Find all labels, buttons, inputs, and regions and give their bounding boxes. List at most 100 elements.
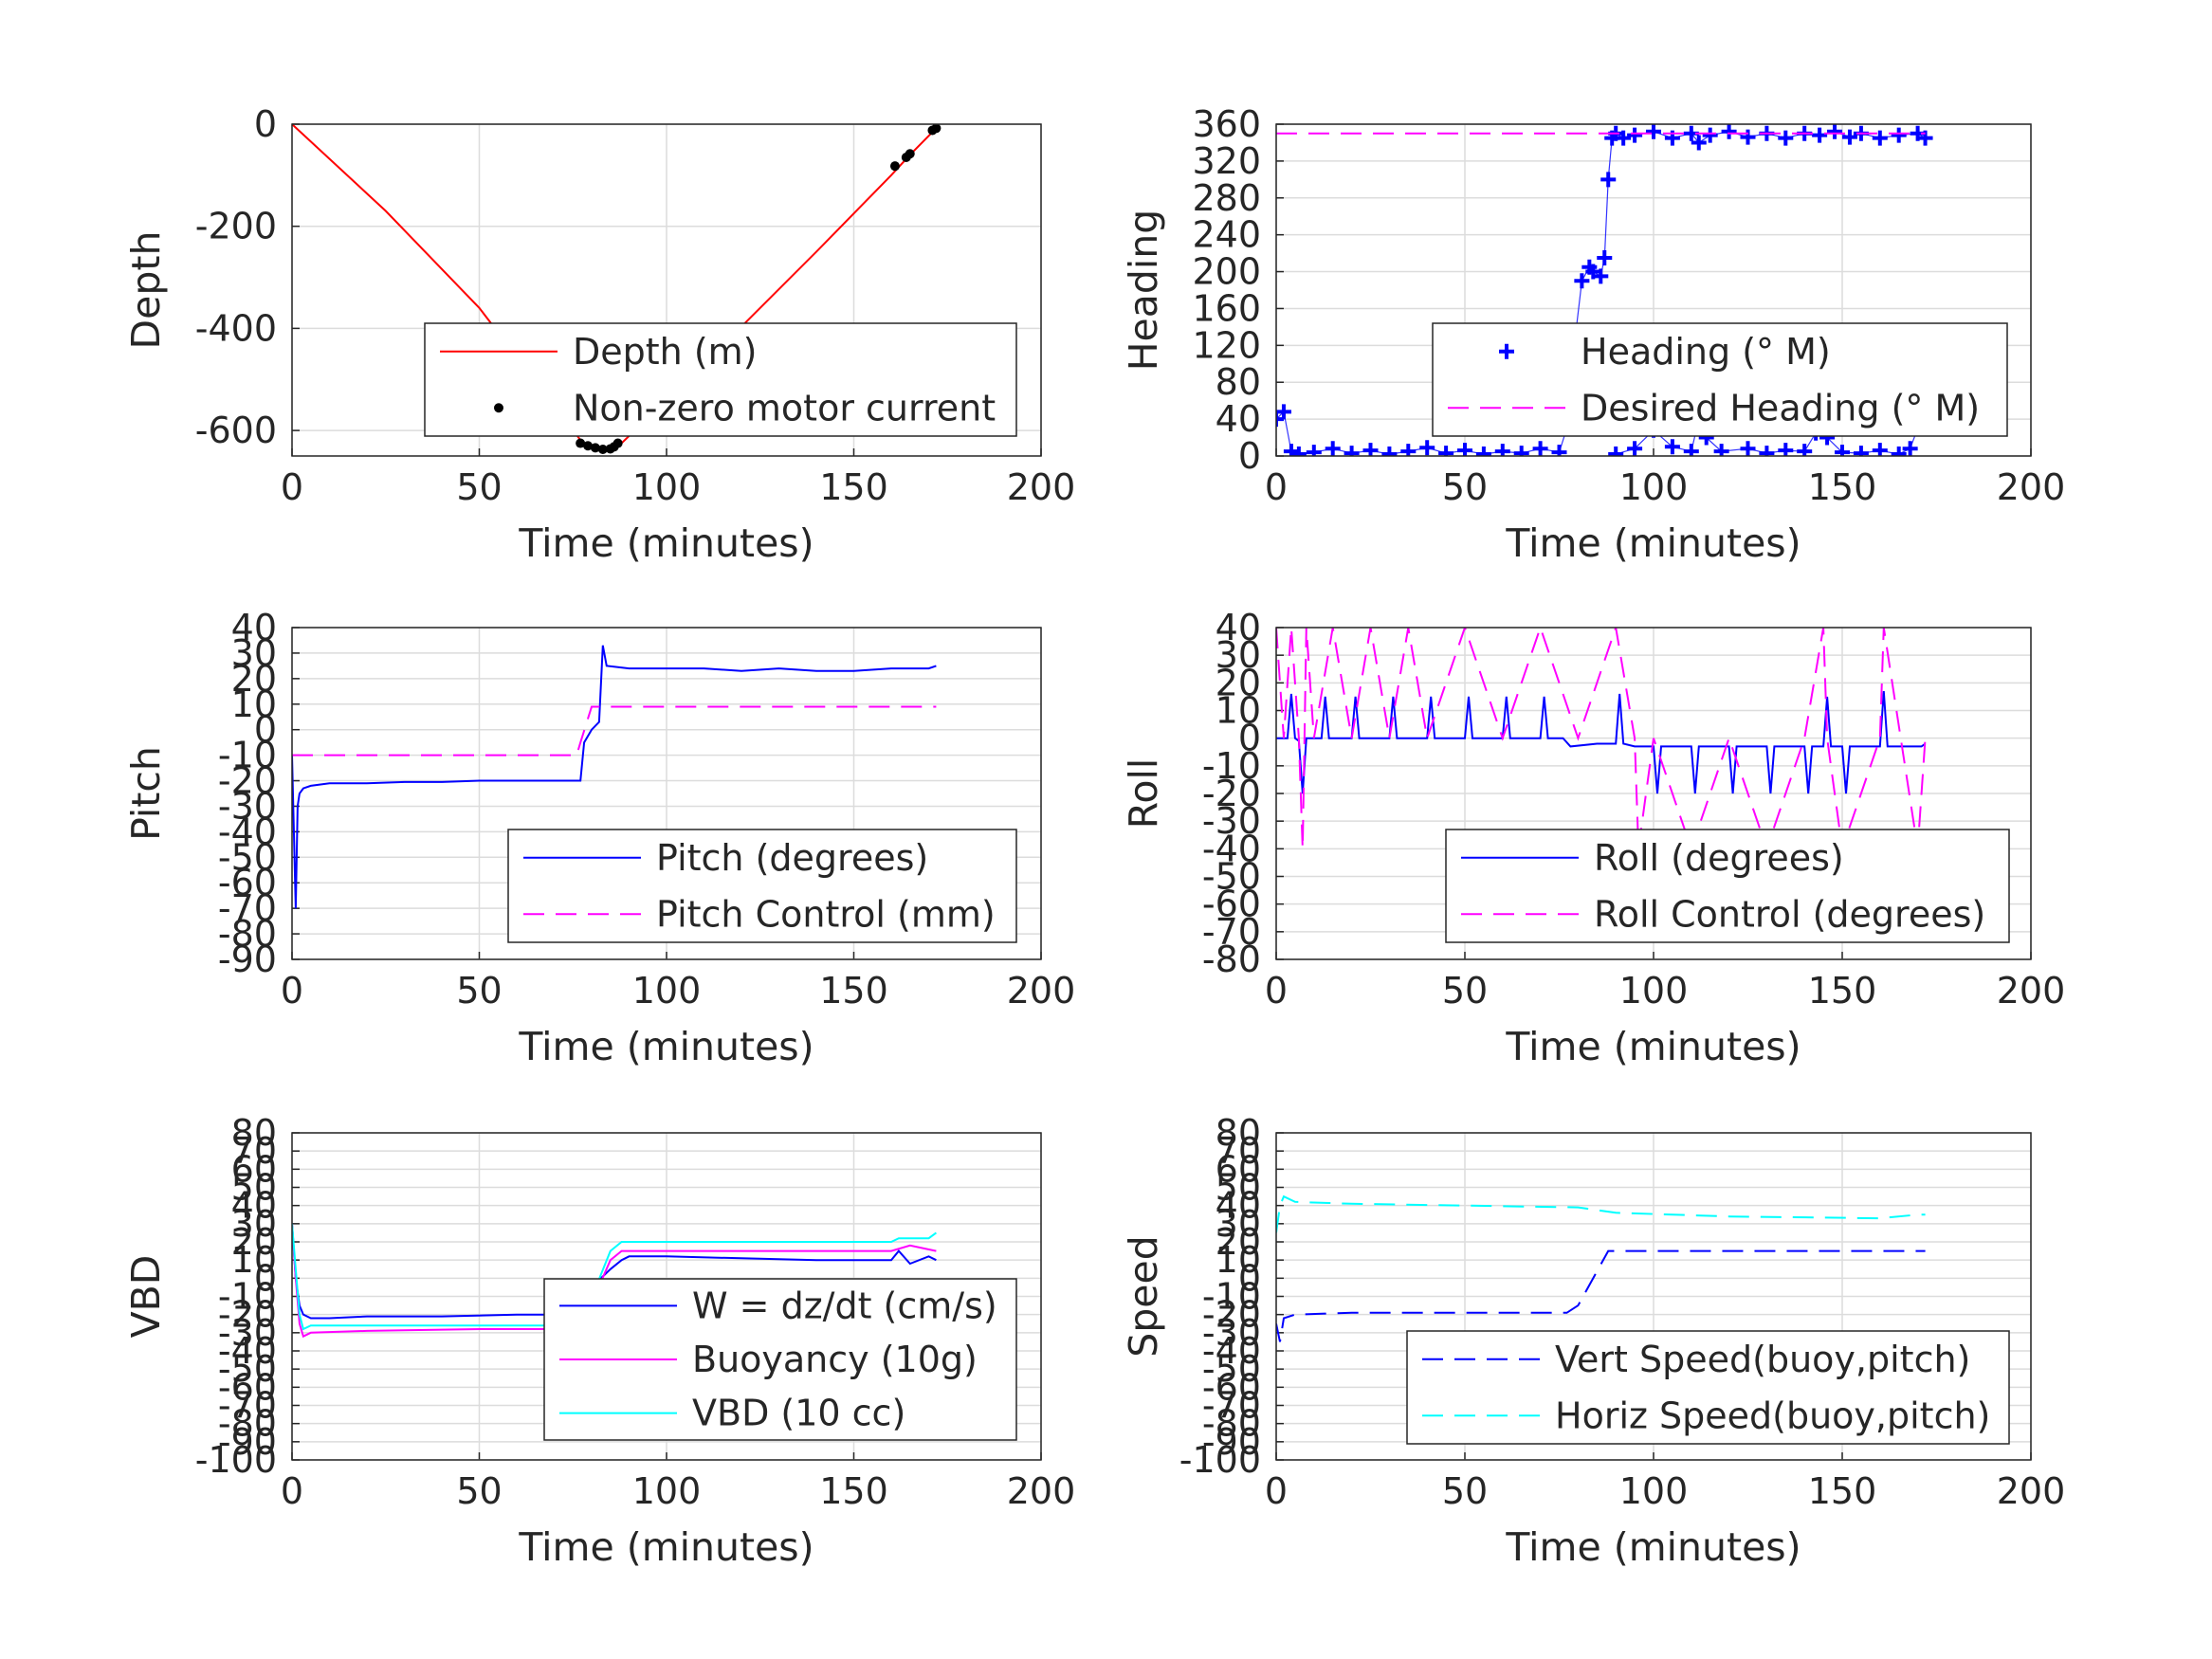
data-point xyxy=(1419,440,1435,456)
legend-box xyxy=(507,829,1017,943)
data-point xyxy=(612,438,623,448)
data-point xyxy=(1827,124,1843,139)
y-tick-label: -70 xyxy=(1202,1385,1261,1427)
series-line xyxy=(292,645,937,909)
series-line xyxy=(1276,1194,1926,1233)
y-tick-label: 80 xyxy=(1216,361,1261,403)
y-tick-label: 280 xyxy=(1192,177,1261,219)
data-point xyxy=(1812,127,1828,143)
data-point xyxy=(931,124,941,134)
y-tick-label: 60 xyxy=(231,1148,277,1190)
data-point xyxy=(1551,445,1567,456)
axes-box xyxy=(1275,627,2032,960)
data-point xyxy=(1835,445,1850,456)
legend-box xyxy=(1432,322,2008,437)
y-tick-label: 240 xyxy=(1192,214,1261,256)
data-point xyxy=(1381,447,1398,456)
data-point xyxy=(1513,446,1529,456)
y-tick-label: 50 xyxy=(231,1167,277,1209)
y-tick-label: -80 xyxy=(218,913,277,955)
legend-box xyxy=(1445,829,2010,943)
y-tick-label: -30 xyxy=(1202,800,1261,842)
data-point xyxy=(1306,445,1322,456)
x-axis-label: Time (minutes) xyxy=(518,1524,814,1570)
x-tick-label: 50 xyxy=(1442,970,1488,1012)
data-point xyxy=(1475,447,1491,456)
x-axis-label: Time (minutes) xyxy=(1505,1024,1801,1069)
axes-box xyxy=(1275,1132,2032,1461)
data-point xyxy=(1627,127,1643,143)
x-tick-label: 150 xyxy=(819,970,888,1012)
y-tick-label: 80 xyxy=(231,1112,277,1154)
y-tick-label: 70 xyxy=(1216,1130,1261,1172)
legend-label: Pitch Control (mm) xyxy=(656,893,996,935)
x-axis-label: Time (minutes) xyxy=(518,520,814,566)
x-tick-label: 50 xyxy=(456,1470,502,1512)
series-trace xyxy=(1616,358,1927,455)
y-tick-label: -50 xyxy=(1202,1348,1261,1390)
data-point xyxy=(1891,127,1907,143)
data-point xyxy=(1616,130,1632,146)
y-tick-label: -40 xyxy=(218,811,277,852)
subplot-6: 0 50 100 150 20080706050403020100-10-20-30-4… xyxy=(1121,1112,2065,1570)
data-point xyxy=(1400,444,1417,456)
series-line xyxy=(292,705,937,757)
y-tick-label: -60 xyxy=(1202,884,1261,925)
data-point xyxy=(1872,130,1888,146)
subplot-3: 0 50 100 150 200403020100-10-20-30-40-50-60-… xyxy=(123,607,1075,1069)
y-tick-label: 0 xyxy=(254,709,277,751)
x-tick-label: 150 xyxy=(1808,970,1877,1012)
data-point xyxy=(1290,447,1307,456)
data-point xyxy=(1841,129,1857,145)
y-axis-label: Speed xyxy=(1121,1235,1166,1358)
y-axis-label: Depth xyxy=(123,231,169,350)
subplot-1: 0 50 100 150 200 0 -200 -400 -600 Time (minutes) D… xyxy=(123,103,1075,566)
legend-label: Heading (° M) xyxy=(1581,331,1831,373)
x-tick-label: 100 xyxy=(1619,1470,1689,1512)
y-tick-label: -40 xyxy=(1202,1330,1261,1372)
data-point xyxy=(1608,447,1624,456)
y-tick-label: -30 xyxy=(218,1312,277,1354)
y-tick-label: -100 xyxy=(195,1439,277,1481)
legend: Depth (m) Non-zero motor current xyxy=(424,322,1017,437)
x-axis-label: Time (minutes) xyxy=(1505,520,1801,566)
data-point xyxy=(576,438,586,448)
y-tick-label: 40 xyxy=(231,1185,277,1227)
y-axis-label: VBD xyxy=(123,1255,169,1339)
y-tick-label: -80 xyxy=(1202,1403,1261,1445)
data-point xyxy=(1494,444,1510,456)
y-tick-label: -50 xyxy=(218,1348,277,1390)
data-point xyxy=(1902,441,1918,456)
x-tick-label: 200 xyxy=(1997,970,2066,1012)
y-tick-label: 40 xyxy=(231,607,277,648)
data-point xyxy=(590,443,600,453)
data-point xyxy=(1600,172,1617,188)
y-tick-label: -20 xyxy=(1202,1294,1261,1336)
y-tick-label: -100 xyxy=(1179,1439,1261,1481)
axes-box xyxy=(1275,123,2032,457)
y-tick-label: -90 xyxy=(218,1421,277,1463)
x-tick-label: 100 xyxy=(632,466,702,508)
y-tick-label: -10 xyxy=(1202,745,1261,787)
data-point xyxy=(1276,404,1291,420)
y-tick-label: 120 xyxy=(1192,324,1261,366)
data-point xyxy=(583,441,594,451)
data-point xyxy=(1759,446,1775,456)
y-tick-label: 360 xyxy=(1192,103,1261,145)
legend-label: Pitch (degrees) xyxy=(656,837,928,879)
y-tick-label: 80 xyxy=(1216,1112,1261,1154)
legend-label: Non-zero motor current xyxy=(573,387,996,428)
series-group xyxy=(1276,1194,1926,1342)
y-tick-label: 0 xyxy=(1238,1257,1261,1299)
y-tick-label: 320 xyxy=(1192,140,1261,182)
x-tick-label: 0 xyxy=(1265,970,1288,1012)
y-tick-label: -10 xyxy=(1202,1276,1261,1318)
data-point xyxy=(889,161,900,172)
legend-label: VBD (10 cc) xyxy=(692,1393,905,1434)
x-tick-label: 0 xyxy=(1265,1470,1288,1512)
x-tick-label: 50 xyxy=(1442,1470,1488,1512)
x-tick-label: 100 xyxy=(632,970,702,1012)
data-point xyxy=(1891,447,1907,456)
x-tick-label: 200 xyxy=(1997,1470,2066,1512)
